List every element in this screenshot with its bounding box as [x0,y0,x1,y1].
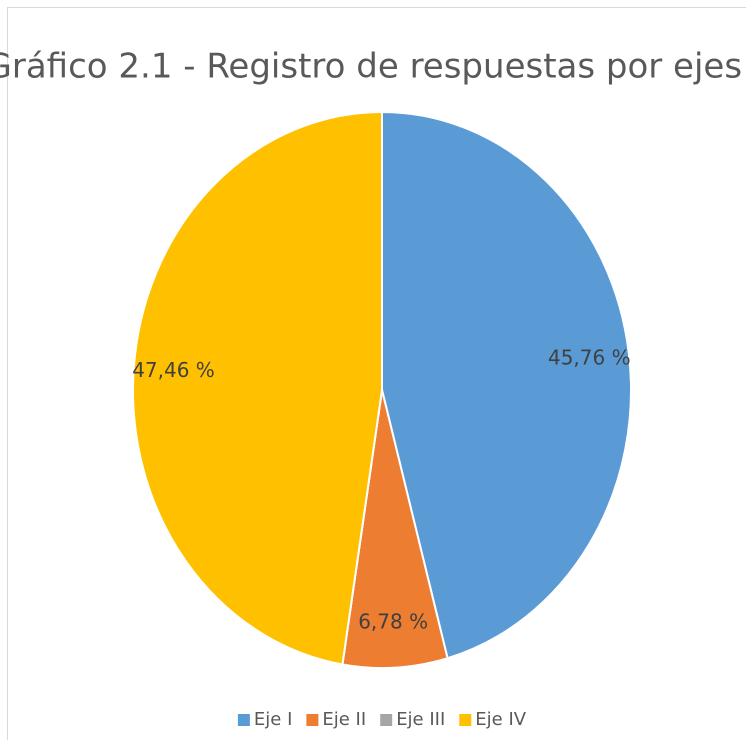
legend-swatch [380,714,393,726]
pie-slice [132,110,383,666]
pie-slice [381,110,632,660]
chart-title: Gráfico 2.1 - Registro de respuestas por… [0,47,746,87]
data-label: 45,76 % [548,345,631,369]
legend-swatch [237,714,250,726]
legend-swatch [306,714,319,726]
legend-label: Eje II [322,709,366,730]
pie: 45,76 % 6,78 % 47,46 % [132,110,632,669]
legend-label: Eje IV [475,709,526,730]
data-label: 47,46 % [132,358,215,382]
data-label: 6,78 % [358,610,428,634]
legend-label: Eje III [396,709,445,730]
legend: Eje I Eje II Eje III Eje IV [237,709,527,730]
legend-label: Eje I [254,709,292,730]
pie-slice [341,389,449,669]
legend-swatch [459,714,472,726]
